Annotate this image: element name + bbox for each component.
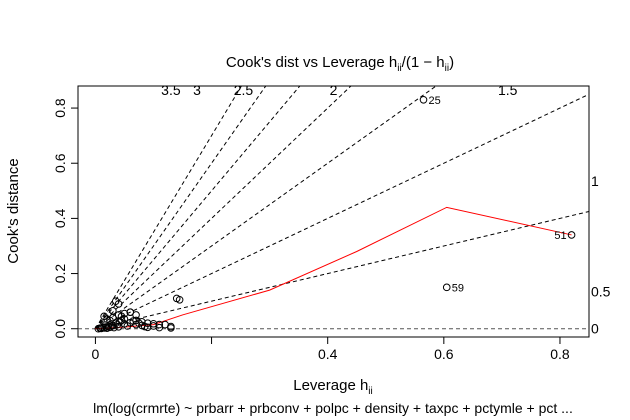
x-tick-label: 0.6 xyxy=(434,346,454,362)
data-point xyxy=(120,309,129,318)
smooth-polyline xyxy=(95,206,572,330)
right-contour-label-0: 1 xyxy=(591,173,599,189)
right-contour-label-1: 0.5 xyxy=(591,283,611,299)
x-tick-label: 0.8 xyxy=(550,346,570,362)
x-tick-label: 0.4 xyxy=(318,346,338,362)
chart-title-paren-sub: ii xyxy=(445,63,449,74)
data-point xyxy=(419,95,428,104)
contour-label-4: 1.5 xyxy=(498,82,518,98)
contour-line-3 xyxy=(95,86,352,330)
contour-line-5 xyxy=(95,93,589,330)
smooth-line xyxy=(95,206,572,330)
data-point xyxy=(114,322,123,331)
point-label-59: 59 xyxy=(452,282,464,294)
data-point xyxy=(155,320,164,329)
data-point xyxy=(149,319,158,328)
y-axis: 0.0 0.2 0.4 0.6 0.8 xyxy=(52,98,79,339)
data-point xyxy=(120,315,129,323)
contour-line-2 xyxy=(95,86,301,330)
point-labels: 25 59 51 xyxy=(429,95,567,295)
data-point xyxy=(143,323,152,332)
right-labels: 10.50 xyxy=(591,173,611,337)
chart-title-paren-open: (1 − h xyxy=(406,54,445,71)
contour-lines xyxy=(94,86,589,330)
y-tick-label: 0.0 xyxy=(52,319,68,339)
data-point xyxy=(100,312,108,321)
y-tick-label: 0.2 xyxy=(52,264,68,284)
plot-frame xyxy=(77,85,590,338)
contour-label-2: 2.5 xyxy=(234,82,254,98)
x-axis-title-main: Leverage h xyxy=(293,377,368,394)
caption: lm(log(crmrte) ~ prbarr + prbconv + polp… xyxy=(93,400,573,416)
x-axis-title-sub: ii xyxy=(368,386,372,397)
contour-line-1 xyxy=(95,86,267,330)
chart-title-paren-close: ) xyxy=(449,54,454,71)
data-point xyxy=(138,318,146,326)
y-tick-label: 0.6 xyxy=(52,153,68,173)
contour-line-0 xyxy=(94,86,243,329)
x-axis-title: Leverage hii xyxy=(293,377,373,397)
data-point xyxy=(132,311,140,319)
data-point xyxy=(106,316,114,325)
contour-label-0: 3.5 xyxy=(161,82,181,98)
data-point xyxy=(167,322,175,331)
contour-labels: 3.5 3 2.5 2 1.5 xyxy=(161,82,517,98)
data-point xyxy=(97,324,106,333)
data-point xyxy=(132,316,140,325)
data-point xyxy=(109,306,117,315)
right-contour-label-2: 0 xyxy=(591,321,599,337)
data-point xyxy=(567,231,576,239)
chart-title-main: Cook's dist vs Leverage h xyxy=(226,54,397,71)
data-point xyxy=(114,300,123,308)
y-tick-label: 0.8 xyxy=(52,98,68,118)
chart-title-sub: ii xyxy=(397,63,401,74)
contour-line-6 xyxy=(95,211,589,330)
x-tick-label: 0 xyxy=(92,346,100,362)
point-label-25: 25 xyxy=(429,95,441,107)
data-point xyxy=(175,295,184,304)
chart-title: Cook's dist vs Leverage hii/(1 − hii) xyxy=(226,54,454,74)
y-axis-title: Cook's distance xyxy=(5,158,22,263)
contour-label-3: 2 xyxy=(330,82,338,98)
point-label-51: 51 xyxy=(554,230,566,242)
data-point xyxy=(442,283,451,292)
points xyxy=(94,95,576,333)
data-point xyxy=(143,319,152,328)
contour-line-4 xyxy=(95,86,437,330)
data-point xyxy=(155,323,164,332)
chart-title-div: / xyxy=(402,54,407,71)
y-tick-label: 0.4 xyxy=(52,208,68,228)
x-axis: 0 0.4 0.6 0.8 xyxy=(92,336,570,362)
contour-label-1: 3 xyxy=(193,82,201,98)
